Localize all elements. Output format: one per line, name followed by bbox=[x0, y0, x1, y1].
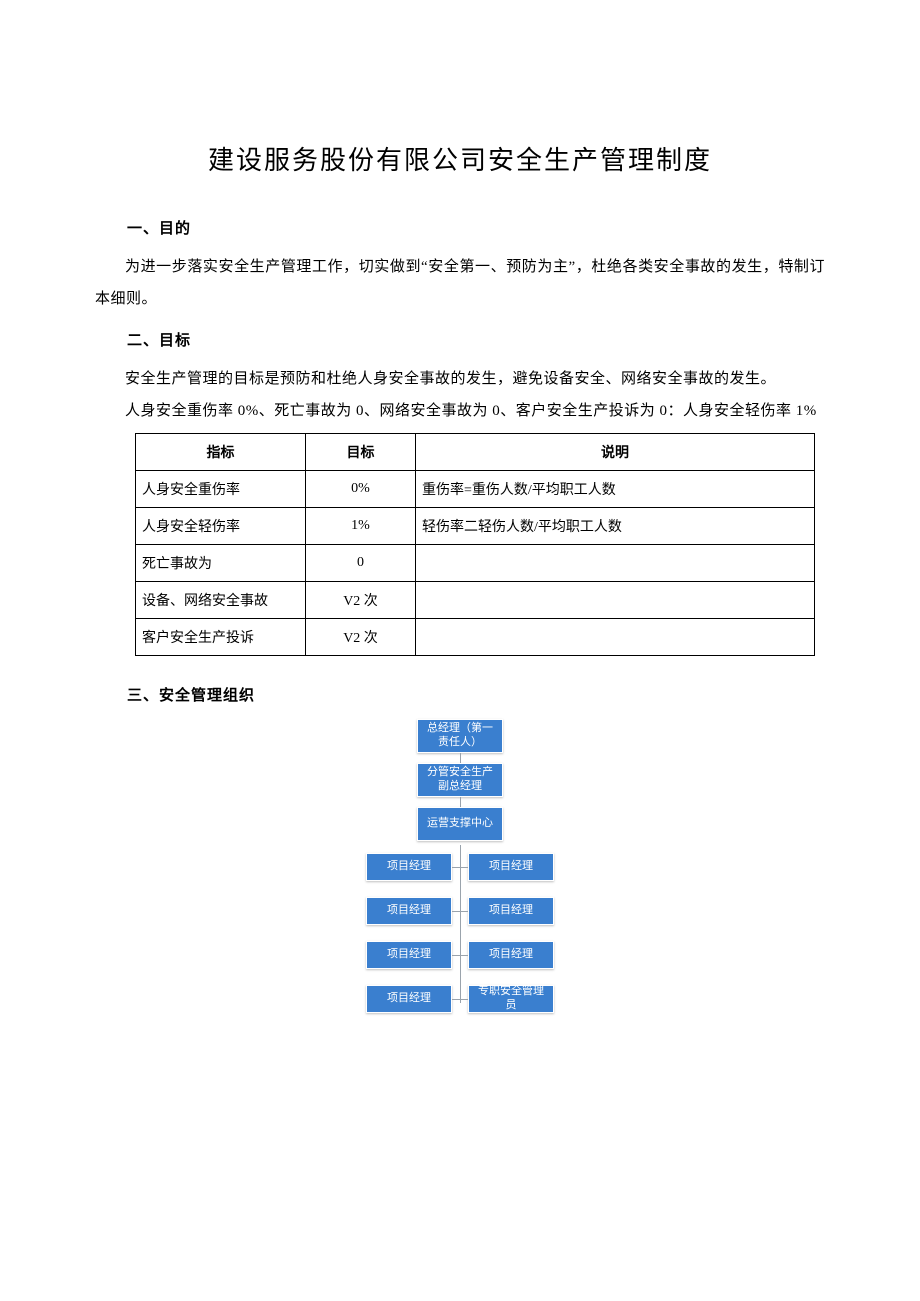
section-1-paragraph: 为进一步落实安全生产管理工作，切实做到“安全第一、预防为主”，杜绝各类安全事故的… bbox=[95, 252, 825, 315]
org-connector bbox=[460, 753, 461, 763]
org-node-ops: 运营支撑中心 bbox=[417, 807, 503, 841]
cell-metric: 设备、网络安全事故 bbox=[136, 582, 306, 619]
cell-metric: 死亡事故为 bbox=[136, 545, 306, 582]
indicator-table: 指标 目标 说明 人身安全重伤率 0% 重伤率=重伤人数/平均职工人数 人身安全… bbox=[135, 433, 815, 656]
cell-metric: 客户安全生产投诉 bbox=[136, 619, 306, 656]
page-title: 建设服务股份有限公司安全生产管理制度 bbox=[95, 140, 825, 177]
org-node-pm: 项目经理 bbox=[366, 941, 452, 969]
org-node-deputy: 分管安全生产副总经理 bbox=[417, 763, 503, 797]
org-pair-row: 项目经理 项目经理 bbox=[330, 933, 590, 977]
cell-note bbox=[416, 545, 815, 582]
org-node-safety-officer: 专职安全管理员 bbox=[468, 985, 554, 1013]
org-node-pm: 项目经理 bbox=[468, 897, 554, 925]
table-body: 人身安全重伤率 0% 重伤率=重伤人数/平均职工人数 人身安全轻伤率 1% 轻伤… bbox=[136, 471, 815, 656]
table-row: 人身安全重伤率 0% 重伤率=重伤人数/平均职工人数 bbox=[136, 471, 815, 508]
org-node-pm: 项目经理 bbox=[468, 941, 554, 969]
cell-target: 0 bbox=[306, 545, 416, 582]
cell-target: V2 次 bbox=[306, 582, 416, 619]
cell-note: 轻伤率二轻伤人数/平均职工人数 bbox=[416, 508, 815, 545]
org-connector bbox=[460, 797, 461, 807]
cell-target: V2 次 bbox=[306, 619, 416, 656]
cell-target: 0% bbox=[306, 471, 416, 508]
th-note: 说明 bbox=[416, 434, 815, 471]
section-2-paragraph-2: 人身安全重伤率 0%、死亡事故为 0、网络安全事故为 0、客户安全生产投诉为 0… bbox=[95, 396, 825, 428]
table-row: 死亡事故为 0 bbox=[136, 545, 815, 582]
cell-metric: 人身安全轻伤率 bbox=[136, 508, 306, 545]
org-pair-row: 项目经理 项目经理 bbox=[330, 845, 590, 889]
org-chart: 总经理（第一责任人） 分管安全生产副总经理 运营支撑中心 项目经理 项目经理 项… bbox=[330, 719, 590, 1021]
table-row: 客户安全生产投诉 V2 次 bbox=[136, 619, 815, 656]
org-pair-row: 项目经理 项目经理 bbox=[330, 889, 590, 933]
cell-metric: 人身安全重伤率 bbox=[136, 471, 306, 508]
section-3-heading: 三、安全管理组织 bbox=[127, 684, 825, 705]
cell-note bbox=[416, 619, 815, 656]
org-node-pm: 项目经理 bbox=[366, 853, 452, 881]
org-node-gm: 总经理（第一责任人） bbox=[417, 719, 503, 753]
cell-target: 1% bbox=[306, 508, 416, 545]
org-node-pm: 项目经理 bbox=[366, 897, 452, 925]
section-2-heading: 二、目标 bbox=[127, 329, 825, 350]
org-top-chain: 总经理（第一责任人） 分管安全生产副总经理 运营支撑中心 bbox=[330, 719, 590, 841]
org-pair-row: 项目经理 专职安全管理员 bbox=[330, 977, 590, 1021]
table-row: 人身安全轻伤率 1% 轻伤率二轻伤人数/平均职工人数 bbox=[136, 508, 815, 545]
org-branch-rows: 项目经理 项目经理 项目经理 项目经理 项目经理 项目经理 项目经理 专职安全管… bbox=[330, 845, 590, 1021]
org-node-pm: 项目经理 bbox=[468, 853, 554, 881]
table-header-row: 指标 目标 说明 bbox=[136, 434, 815, 471]
cell-note bbox=[416, 582, 815, 619]
th-metric: 指标 bbox=[136, 434, 306, 471]
table-row: 设备、网络安全事故 V2 次 bbox=[136, 582, 815, 619]
cell-note: 重伤率=重伤人数/平均职工人数 bbox=[416, 471, 815, 508]
section-2-paragraph-1: 安全生产管理的目标是预防和杜绝人身安全事故的发生，避免设备安全、网络安全事故的发… bbox=[95, 364, 825, 396]
section-1-heading: 一、目的 bbox=[127, 217, 825, 238]
th-target: 目标 bbox=[306, 434, 416, 471]
org-node-pm: 项目经理 bbox=[366, 985, 452, 1013]
